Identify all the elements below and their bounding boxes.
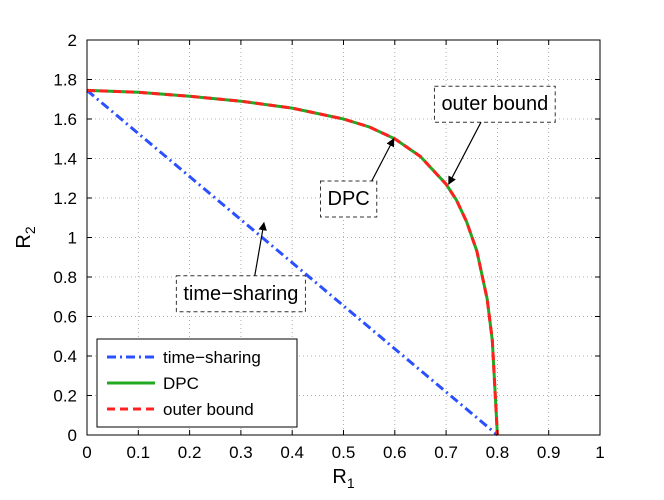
x-tick-label: 0.8 [486, 443, 510, 462]
y-tick-label: 0.8 [53, 268, 77, 287]
series-layer [86, 88, 499, 437]
annotation-arrow [371, 138, 395, 182]
annotation-box [175, 275, 306, 313]
x-axis-label-sub: 1 [347, 475, 355, 491]
x-tick-label: 0.1 [126, 443, 150, 462]
annotation-box [433, 85, 556, 123]
y-axis-label-sub: 2 [22, 226, 38, 234]
y-axis-label: R2 [13, 226, 38, 248]
y-tick-label: 1.2 [53, 189, 77, 208]
y-tick-label: 1 [68, 229, 77, 248]
series-line [86, 88, 499, 436]
annotation-arrow [448, 121, 482, 185]
legend-label: outer bound [163, 400, 254, 419]
y-tick-label: 1.8 [53, 71, 77, 90]
legend-label: DPC [163, 374, 199, 393]
x-tick-label: 0.9 [537, 443, 561, 462]
x-tick-label: 0 [82, 443, 91, 462]
annotations-layer: outer bound DPC time−sharing [175, 85, 556, 313]
x-tick-label: 0.2 [178, 443, 202, 462]
x-tick-label: 0.7 [434, 443, 458, 462]
y-tick-label: 0.2 [53, 387, 77, 406]
y-tick-label: 0 [68, 426, 77, 445]
y-tick-label: 1.4 [53, 150, 77, 169]
x-tick-label: 1 [595, 443, 604, 462]
tick-marks [86, 39, 601, 436]
y-tick-label: 2 [68, 31, 77, 50]
annotation: DPC [320, 138, 395, 218]
x-axis-label: R1 [332, 466, 354, 491]
annotation-text: time−sharing [183, 283, 298, 305]
annotation: time−sharing [175, 221, 306, 313]
x-tick-label: 0.4 [280, 443, 304, 462]
legend-label: time−sharing [163, 348, 261, 367]
x-tick-label: 0.3 [229, 443, 253, 462]
series-line [86, 89, 499, 437]
tick-labels: 0 0.1 0.2 0.3 0.4 0.5 0.6 0.7 0.8 0.9 1 0 0.2 0.4 0.6 0… [53, 31, 604, 462]
annotation-text: outer bound [441, 93, 548, 115]
annotation-arrow [254, 221, 267, 276]
x-tick-label: 0.6 [383, 443, 407, 462]
annotation-box [320, 180, 378, 218]
y-tick-label: 1.6 [53, 110, 77, 129]
annotation-text: DPC [328, 188, 370, 210]
legend: time−sharing DPC outer bound [96, 338, 298, 428]
y-tick-label: 0.4 [53, 347, 77, 366]
y-tick-label: 0.6 [53, 308, 77, 327]
x-tick-label: 0.5 [332, 443, 356, 462]
y-axis-label-main: R [13, 234, 35, 248]
x-axis-label-main: R [332, 466, 346, 488]
annotation: outer bound [433, 85, 556, 185]
